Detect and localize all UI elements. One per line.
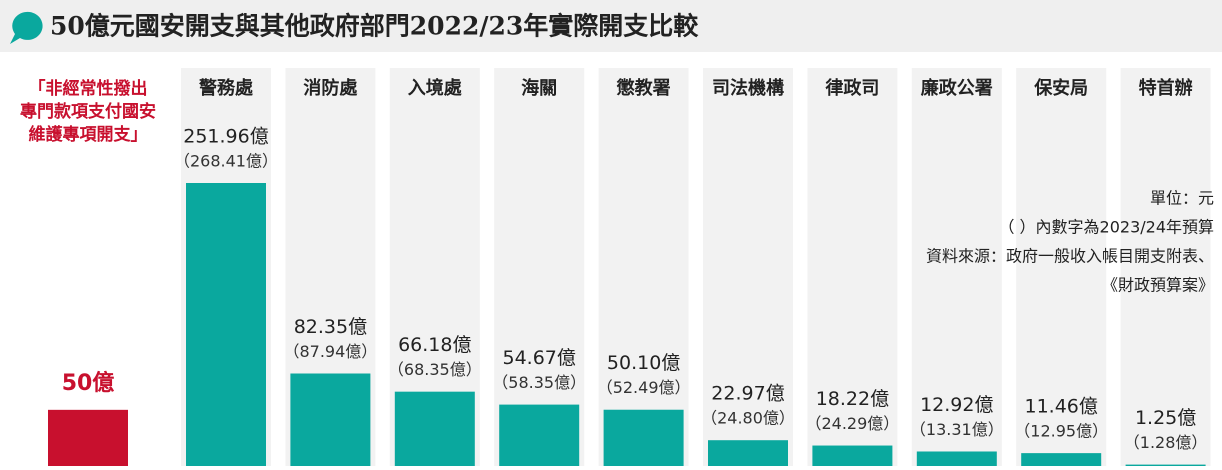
value-label: 82.35億 — [294, 316, 367, 338]
category-label: 廉政公署 — [921, 77, 993, 99]
column-background — [598, 68, 689, 466]
value-label: 1.25億 — [1135, 407, 1196, 429]
budget-label: （12.95億） — [1014, 422, 1108, 441]
value-label: 18.22億 — [816, 388, 889, 410]
budget-label: （268.41億） — [174, 152, 278, 171]
bar — [499, 404, 580, 466]
bar — [394, 391, 475, 466]
highlight-value-label: 50億 — [62, 370, 115, 396]
category-label: 律政司 — [825, 77, 879, 99]
budget-label: （13.31億） — [910, 420, 1004, 439]
highlight-bar — [48, 409, 128, 466]
column-background — [703, 68, 793, 466]
budget-label: （52.49億） — [597, 378, 691, 397]
value-label: 12.92億 — [920, 394, 993, 416]
column-background — [911, 68, 1002, 466]
category-label: 懲教署 — [616, 77, 671, 99]
value-label: 50.10億 — [607, 352, 680, 374]
column-background — [494, 68, 585, 466]
note: （ ）內數字為2023/24年預算 — [998, 218, 1214, 237]
note: 單位：元 — [1150, 189, 1214, 208]
value-label: 251.96億 — [183, 126, 268, 148]
chart-title: 50億元國安開支與其他政府部門2022/23年實際開支比較 — [50, 12, 699, 41]
bar — [812, 445, 893, 466]
title-icon — [10, 11, 43, 44]
category-label: 海關 — [521, 77, 557, 99]
category-label: 特首辦 — [1139, 77, 1193, 99]
value-label: 54.67億 — [502, 347, 575, 369]
budget-label: （68.35億） — [388, 360, 482, 379]
bar — [916, 451, 997, 466]
column-background — [807, 68, 898, 466]
category-label: 司法機構 — [712, 77, 784, 99]
category-label: 消防處 — [303, 77, 357, 99]
budget-label: （58.35億） — [492, 373, 586, 392]
category-label: 警務處 — [199, 77, 253, 99]
note: 資料來源：政府一般收入帳目開支附表、 — [926, 247, 1214, 266]
title-band — [0, 0, 1222, 52]
category-label: 入境處 — [408, 77, 462, 99]
highlight-label: 專門款項支付國安 — [20, 101, 156, 122]
bar — [708, 440, 788, 466]
value-label: 22.97億 — [711, 383, 784, 405]
column-background — [1120, 68, 1211, 466]
bar — [290, 373, 371, 466]
value-label: 11.46億 — [1024, 396, 1097, 418]
note: 《財政預算案》 — [1102, 276, 1214, 295]
highlight-label: 維護專項開支」 — [29, 124, 148, 145]
budget-label: （24.80億） — [701, 409, 795, 428]
bar — [603, 409, 684, 466]
budget-label: （24.29億） — [805, 414, 899, 433]
value-label: 66.18億 — [398, 334, 471, 356]
column-background — [1016, 68, 1107, 466]
bar — [1125, 464, 1206, 466]
category-label: 保安局 — [1033, 77, 1088, 99]
bar — [186, 183, 266, 466]
budget-label: （1.28億） — [1124, 433, 1208, 452]
budget-label: （87.94億） — [283, 342, 377, 361]
bar — [1021, 453, 1102, 466]
highlight-label: 「非經常性撥出 — [29, 78, 148, 99]
